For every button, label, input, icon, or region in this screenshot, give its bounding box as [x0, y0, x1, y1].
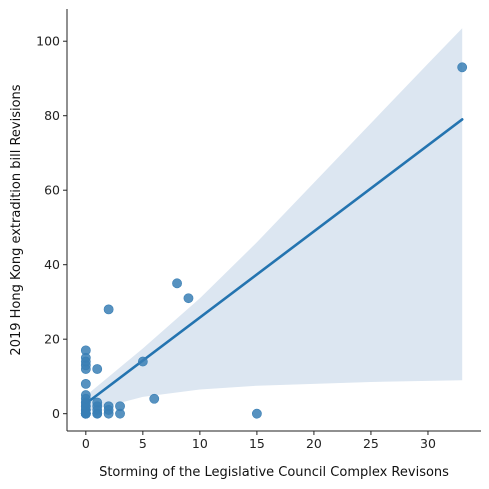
data-point: [183, 293, 194, 304]
data-point: [80, 345, 91, 356]
confidence-band-layer: [85, 28, 463, 412]
data-point: [92, 364, 103, 374]
data-point: [103, 304, 114, 315]
y-axis-label: 2019 Hong Kong extradition bill Revision…: [9, 84, 24, 355]
x-tick-label: 20: [306, 436, 322, 451]
data-point: [115, 401, 125, 412]
y-tick-label: 20: [44, 332, 60, 347]
data-point: [92, 408, 103, 419]
data-point: [80, 378, 91, 389]
x-tick-label: 0: [82, 436, 90, 451]
confidence-band: [85, 28, 463, 412]
y-tick-label: 40: [44, 257, 60, 272]
data-point: [103, 401, 114, 412]
x-axis-label: Storming of the Legislative Council Comp…: [99, 465, 449, 480]
axes-layer: 0 5 10 15 20 25 30 0 20 40 60 80 100: [36, 9, 481, 451]
data-point: [172, 278, 182, 289]
data-point: [80, 390, 91, 400]
data-point: [149, 393, 160, 404]
y-tick-label: 100: [36, 34, 60, 49]
x-tick-label: 30: [420, 436, 436, 451]
x-tick-label: 25: [363, 436, 379, 451]
data-point: [80, 408, 91, 419]
data-points-layer: [80, 62, 468, 419]
x-tick-label: 15: [249, 436, 265, 451]
data-point: [137, 356, 148, 367]
y-tick-label: 80: [44, 108, 60, 123]
x-tick-label: 5: [139, 436, 147, 451]
data-point: [92, 397, 103, 408]
y-tick-label: 60: [44, 183, 60, 198]
data-point: [251, 408, 262, 419]
x-tick-label: 10: [192, 436, 208, 451]
y-tick-label: 0: [52, 406, 60, 421]
data-point: [457, 62, 468, 73]
regression-line-layer: [84, 118, 464, 405]
regression-line: [84, 118, 464, 405]
